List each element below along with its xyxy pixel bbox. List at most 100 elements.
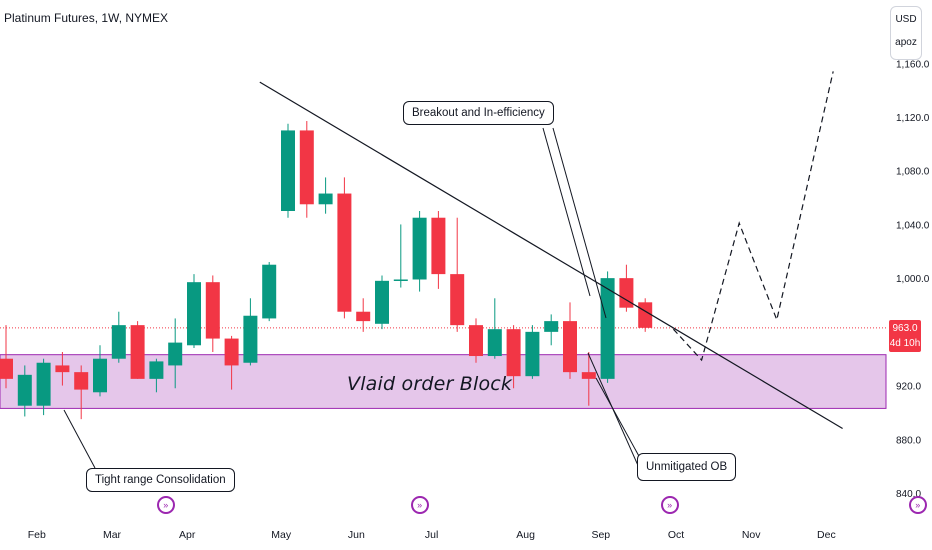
breakout-pointer bbox=[552, 127, 607, 319]
candle-body bbox=[600, 278, 615, 379]
event-marker-icon[interactable]: » bbox=[660, 496, 679, 514]
candle-body bbox=[337, 193, 352, 312]
candle[interactable] bbox=[506, 325, 521, 389]
event-marker-icon[interactable]: » bbox=[410, 496, 429, 514]
candle-body bbox=[36, 362, 51, 406]
candle[interactable] bbox=[619, 264, 634, 312]
candle[interactable] bbox=[36, 358, 51, 416]
candle[interactable] bbox=[600, 271, 615, 383]
candle[interactable] bbox=[168, 318, 183, 389]
candle[interactable] bbox=[469, 318, 483, 363]
candle-body bbox=[281, 130, 295, 211]
candle[interactable] bbox=[563, 302, 577, 379]
candle[interactable] bbox=[281, 123, 295, 218]
candle-body bbox=[431, 217, 446, 275]
currency-code: USD bbox=[895, 14, 917, 25]
candle-body bbox=[638, 302, 653, 328]
last-price-tag: 963.0 4d 10h bbox=[889, 320, 921, 352]
candle[interactable] bbox=[299, 121, 314, 218]
candle[interactable] bbox=[525, 325, 540, 379]
unmitigated-callout: Unmitigated OB bbox=[637, 453, 737, 481]
candle[interactable] bbox=[224, 335, 239, 390]
candle-body bbox=[393, 279, 408, 281]
candle[interactable] bbox=[111, 311, 126, 363]
candle[interactable] bbox=[431, 211, 446, 289]
unmitigated-pointer bbox=[587, 352, 641, 471]
y-tick-label: 880.0 bbox=[896, 435, 921, 446]
y-tick-label: 1,160.0 bbox=[896, 59, 930, 70]
candle[interactable] bbox=[55, 352, 70, 386]
candle-body bbox=[74, 372, 89, 390]
candle-body bbox=[450, 274, 465, 326]
candle[interactable] bbox=[356, 298, 371, 332]
order-block-label: Vlaid order Block bbox=[347, 373, 513, 395]
x-tick-label: May bbox=[271, 529, 292, 541]
candle[interactable] bbox=[149, 358, 164, 393]
candle[interactable] bbox=[74, 365, 89, 420]
candle[interactable] bbox=[487, 298, 502, 359]
y-tick-label: 1,000.0 bbox=[896, 274, 930, 285]
candle-body bbox=[563, 321, 577, 373]
candle[interactable] bbox=[412, 211, 427, 292]
event-marker-icon[interactable]: » bbox=[908, 496, 927, 514]
candle[interactable] bbox=[262, 262, 277, 322]
candle[interactable] bbox=[544, 314, 559, 346]
candle[interactable] bbox=[93, 345, 107, 397]
scale-label: apoz bbox=[895, 37, 917, 48]
breakout-pointer bbox=[542, 127, 591, 297]
candle-body bbox=[243, 315, 258, 363]
x-tick-label: Jul bbox=[425, 529, 438, 541]
projection-path[interactable] bbox=[672, 71, 834, 362]
unmitigated-pointer bbox=[595, 377, 641, 459]
candle[interactable] bbox=[0, 325, 13, 389]
candle[interactable] bbox=[205, 275, 220, 352]
consolidation-pointer bbox=[63, 409, 96, 469]
last-price-value: 963.0 bbox=[892, 323, 918, 334]
candle-body bbox=[412, 217, 427, 280]
candle-body bbox=[168, 342, 183, 366]
candle-body bbox=[299, 130, 314, 205]
y-tick-label: 1,120.0 bbox=[896, 113, 930, 124]
x-tick-label: Aug bbox=[516, 529, 535, 541]
candle-body bbox=[55, 365, 70, 373]
consolidation-callout: Tight range Consolidation bbox=[86, 468, 235, 492]
chart-title: Platinum Futures, 1W, NYMEX bbox=[4, 11, 169, 25]
candle-body bbox=[149, 361, 164, 379]
candle[interactable] bbox=[130, 321, 145, 379]
candle[interactable] bbox=[187, 274, 201, 348]
candle[interactable] bbox=[337, 177, 352, 319]
candle[interactable] bbox=[318, 177, 333, 214]
candle[interactable] bbox=[450, 217, 465, 332]
candle-body bbox=[487, 329, 502, 357]
candle-body bbox=[619, 278, 634, 308]
candle-body bbox=[525, 331, 540, 377]
candle[interactable] bbox=[17, 365, 32, 417]
candle-body bbox=[224, 338, 239, 366]
candle[interactable] bbox=[638, 298, 653, 332]
candle-body bbox=[187, 282, 201, 346]
candle-body bbox=[93, 358, 107, 393]
x-tick-label: Nov bbox=[742, 529, 761, 541]
event-marker-icon[interactable]: » bbox=[156, 496, 175, 514]
candle[interactable] bbox=[375, 275, 389, 330]
trendline[interactable] bbox=[259, 81, 843, 430]
candle-body bbox=[111, 325, 126, 359]
candle-body bbox=[262, 264, 277, 319]
bar-countdown: 4d 10h bbox=[889, 338, 921, 349]
x-tick-label: Oct bbox=[668, 529, 684, 541]
candle-body bbox=[506, 329, 521, 377]
candle-body bbox=[375, 280, 389, 324]
candle-body bbox=[469, 325, 483, 357]
candle[interactable] bbox=[581, 352, 596, 406]
candle-body bbox=[581, 372, 596, 379]
order-block-zone bbox=[0, 354, 887, 409]
candle-body bbox=[130, 325, 145, 379]
y-tick-label: 1,040.0 bbox=[896, 220, 930, 231]
x-tick-label: Mar bbox=[103, 529, 122, 541]
currency-selector[interactable]: USD apoz bbox=[890, 6, 922, 60]
candle[interactable] bbox=[243, 298, 258, 366]
x-tick-label: Feb bbox=[28, 529, 46, 541]
candle[interactable] bbox=[393, 224, 408, 288]
y-tick-label: 920.0 bbox=[896, 382, 921, 393]
